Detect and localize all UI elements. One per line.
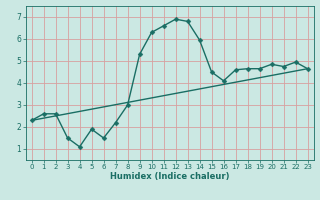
- X-axis label: Humidex (Indice chaleur): Humidex (Indice chaleur): [110, 172, 229, 181]
